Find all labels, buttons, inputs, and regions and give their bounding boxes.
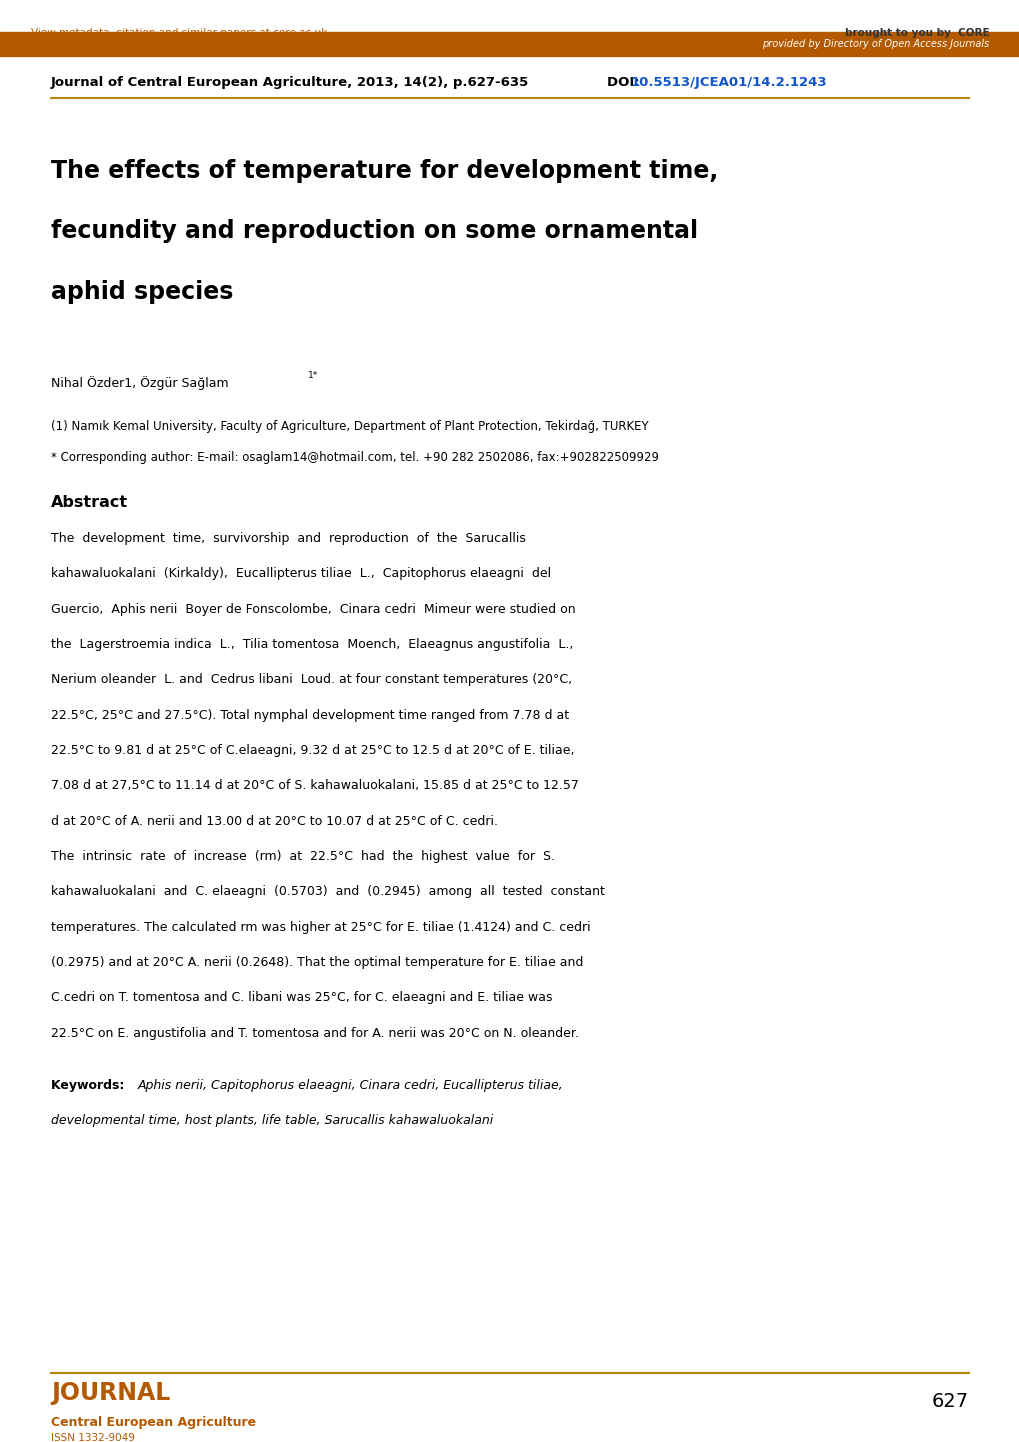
Text: Central European Agriculture: Central European Agriculture [51, 1416, 256, 1429]
Text: Journal of Central European Agriculture, 2013, 14(2), p.627-635: Journal of Central European Agriculture,… [51, 75, 529, 89]
Text: developmental time, host plants, life table, Sarucallis kahawaluokalani: developmental time, host plants, life ta… [51, 1115, 493, 1128]
Bar [0, 32, 1019, 56]
Text: provided by Directory of Open Access Journals: provided by Directory of Open Access Jou… [761, 39, 988, 49]
Text: Nihal Özder1, Özgür Sağlam: Nihal Özder1, Özgür Sağlam [51, 376, 228, 391]
Text: Nerium oleander  L. and  Cedrus libani  Loud. at four constant temperatures (20°: Nerium oleander L. and Cedrus libani Lou… [51, 673, 572, 686]
Text: The  development  time,  survivorship  and  reproduction  of  the  Sarucallis: The development time, survivorship and r… [51, 532, 526, 545]
Text: C.cedri on T. tomentosa and C. libani was 25°C, for C. elaeagni and E. tiliae wa: C.cedri on T. tomentosa and C. libani wa… [51, 992, 552, 1005]
Text: JOURNAL: JOURNAL [51, 1381, 170, 1406]
Text: temperatures. The calculated rm was higher at 25°C for E. tiliae (1.4124) and C.: temperatures. The calculated rm was high… [51, 921, 590, 934]
Text: fecundity and reproduction on some ornamental: fecundity and reproduction on some ornam… [51, 219, 697, 244]
Text: DOI:: DOI: [606, 75, 644, 89]
Text: Keywords:: Keywords: [51, 1080, 128, 1093]
Text: kahawaluokalani  (Kirkaldy),  Eucallipterus tiliae  L.,  Capitophorus elaeagni  : kahawaluokalani (Kirkaldy), Eucallipteru… [51, 568, 550, 581]
Text: 10.5513/JCEA01/14.2.1243: 10.5513/JCEA01/14.2.1243 [630, 75, 826, 89]
Text: ISSN 1332-9049: ISSN 1332-9049 [51, 1433, 135, 1442]
Text: 7.08 d at 27,5°C to 11.14 d at 20°C of S. kahawaluokalani, 15.85 d at 25°C to 12: 7.08 d at 27,5°C to 11.14 d at 20°C of S… [51, 780, 579, 793]
Text: Guercio,  Aphis nerii  Boyer de Fonscolombe,  Cinara cedri  Mimeur were studied : Guercio, Aphis nerii Boyer de Fonscolomb… [51, 603, 575, 616]
Text: Abstract: Abstract [51, 495, 128, 509]
Text: The  intrinsic  rate  of  increase  (rm)  at  22.5°C  had  the  highest  value  : The intrinsic rate of increase (rm) at 2… [51, 851, 554, 864]
Text: View metadata, citation and similar papers at core.ac.uk: View metadata, citation and similar pape… [31, 29, 327, 37]
Text: * Corresponding author: E-mail: osaglam14@hotmail.com, tel. +90 282 2502086, fax: * Corresponding author: E-mail: osaglam1… [51, 451, 658, 464]
Text: 1*: 1* [308, 371, 318, 379]
Text: the  Lagerstroemia indica  L.,  Tilia tomentosa  Moench,  Elaeagnus angustifolia: the Lagerstroemia indica L., Tilia tomen… [51, 639, 573, 652]
Text: The effects of temperature for development time,: The effects of temperature for developme… [51, 159, 717, 183]
Text: kahawaluokalani  and  C. elaeagni  (0.5703)  and  (0.2945)  among  all  tested  : kahawaluokalani and C. elaeagni (0.5703)… [51, 885, 604, 898]
Text: brought to you by  CORE: brought to you by CORE [844, 29, 988, 37]
Text: 22.5°C on E. angustifolia and T. tomentosa and for A. nerii was 20°C on N. olean: 22.5°C on E. angustifolia and T. tomento… [51, 1027, 579, 1040]
Text: Aphis nerii, Capitophorus elaeagni, Cinara cedri, Eucallipterus tiliae,: Aphis nerii, Capitophorus elaeagni, Cina… [138, 1080, 562, 1093]
Text: (1) Namık Kemal University, Faculty of Agriculture, Department of Plant Protecti: (1) Namık Kemal University, Faculty of A… [51, 420, 648, 433]
Text: 22.5°C, 25°C and 27.5°C). Total nymphal development time ranged from 7.78 d at: 22.5°C, 25°C and 27.5°C). Total nymphal … [51, 709, 569, 722]
Text: d at 20°C of A. nerii and 13.00 d at 20°C to 10.07 d at 25°C of C. cedri.: d at 20°C of A. nerii and 13.00 d at 20°… [51, 815, 497, 828]
Text: 22.5°C to 9.81 d at 25°C of C.elaeagni, 9.32 d at 25°C to 12.5 d at 20°C of E. t: 22.5°C to 9.81 d at 25°C of C.elaeagni, … [51, 744, 574, 757]
Text: aphid species: aphid species [51, 280, 233, 304]
Text: (0.2975) and at 20°C A. nerii (0.2648). That the optimal temperature for E. tili: (0.2975) and at 20°C A. nerii (0.2648). … [51, 956, 583, 969]
Text: 627: 627 [931, 1392, 968, 1412]
